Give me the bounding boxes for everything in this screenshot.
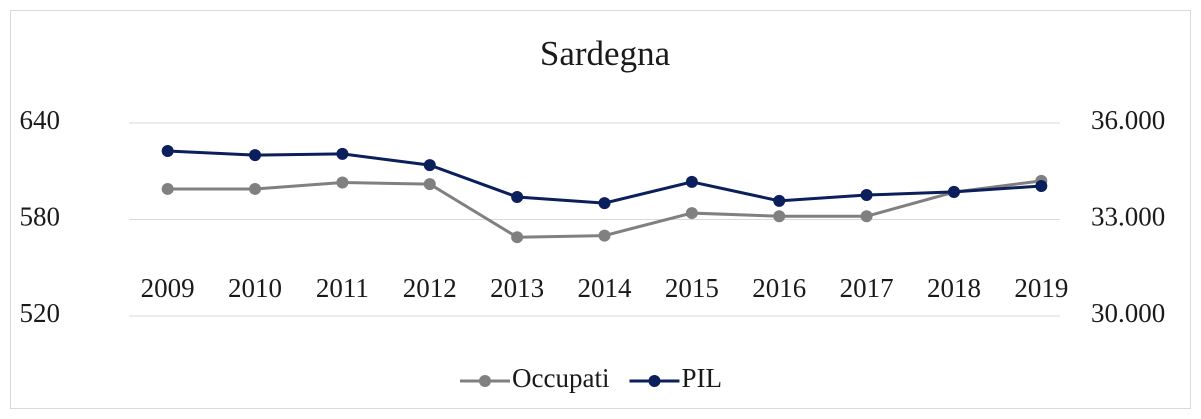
legend-label: Occupati — [512, 363, 609, 393]
x-tick-label: 2010 — [228, 273, 282, 303]
y-tick-label: 580 — [20, 202, 61, 232]
data-point — [860, 189, 873, 202]
x-tick-label: 2016 — [752, 273, 806, 303]
data-point — [336, 176, 349, 189]
chart-frame — [10, 10, 1191, 409]
x-tick-label: 2019 — [1014, 273, 1068, 303]
legend-marker — [479, 375, 491, 387]
chart-title: Sardegna — [540, 34, 671, 73]
y-tick-label: 640 — [20, 105, 61, 135]
x-tick-label: 2017 — [840, 273, 894, 303]
data-point — [773, 210, 786, 223]
data-point — [947, 185, 960, 198]
legend-label: PIL — [681, 363, 722, 393]
data-point — [773, 194, 786, 207]
x-tick-label: 2014 — [578, 273, 633, 303]
data-point — [249, 182, 262, 195]
data-point — [685, 207, 698, 220]
data-point — [161, 182, 174, 195]
data-point — [423, 159, 436, 172]
data-point — [249, 149, 262, 162]
x-tick-label: 2012 — [403, 273, 457, 303]
y2-tick-label: 36.000 — [1091, 105, 1165, 135]
data-point — [423, 178, 436, 191]
x-tick-label: 2015 — [665, 273, 719, 303]
y2-tick-label: 33.000 — [1091, 202, 1165, 232]
data-point — [336, 147, 349, 160]
x-tick-label: 2009 — [141, 273, 195, 303]
legend-marker — [648, 375, 661, 387]
x-tick-label: 2011 — [316, 273, 369, 303]
data-point — [1035, 180, 1048, 193]
data-point — [511, 190, 524, 203]
y-tick-label: 520 — [20, 298, 61, 328]
x-tick-label: 2013 — [490, 273, 544, 303]
data-point — [511, 231, 524, 244]
y2-tick-label: 30.000 — [1091, 298, 1165, 328]
data-point — [598, 229, 611, 242]
data-point — [161, 144, 174, 157]
x-tick-label: 2018 — [927, 273, 981, 303]
data-point — [598, 197, 611, 210]
data-point — [860, 210, 873, 223]
data-point — [685, 175, 698, 188]
